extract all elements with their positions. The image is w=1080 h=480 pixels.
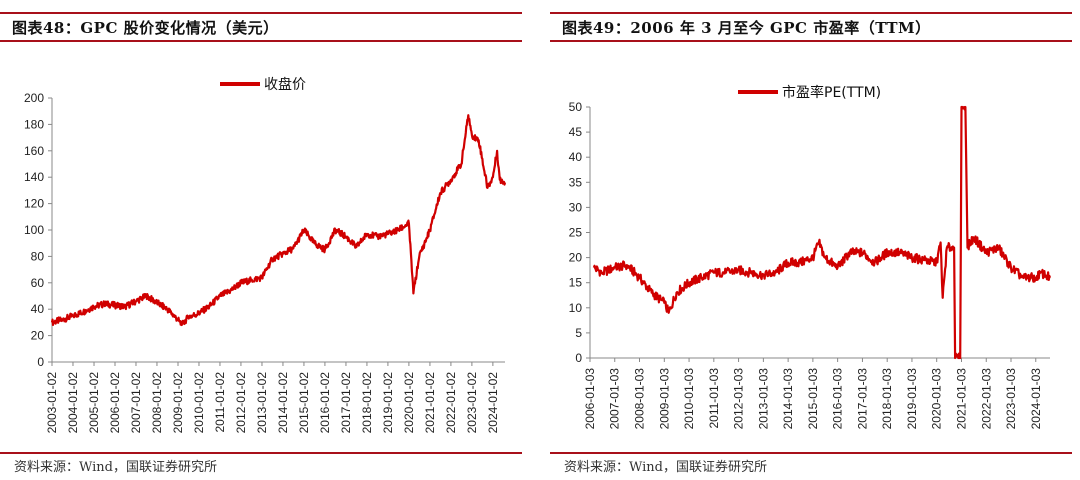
legend-label: 市盈率PE(TTM) [782, 84, 881, 101]
series-line [50, 114, 507, 327]
title-bar: 图表49：2006 年 3 月至今 GPC 市盈率（TTM） [550, 12, 1072, 42]
pe-ratio-chart: 0 5 10 15 20 25 30 35 40 45 50 2006-01-03 2007-01-03… [569, 84, 1052, 430]
x-tick-label: 2006-01-02 [108, 372, 122, 434]
stock-price-panel: 图表48：GPC 股价变化情况（美元） 0 20 40 60 80 100 120 140 16… [0, 0, 530, 480]
source-note: 资料来源：Wind，国联证券研究所 [14, 460, 217, 475]
x-tick-label: 2017-01-02 [339, 372, 353, 434]
x-tick-label: 2005-01-02 [87, 372, 101, 434]
x-tick-label: 2016-01-03 [831, 368, 845, 430]
x-tick-label: 2010-01-02 [192, 372, 206, 434]
chart-title: 图表49：2006 年 3 月至今 GPC 市盈率（TTM） [562, 19, 931, 37]
source-note: 资料来源：Wind，国联证券研究所 [564, 460, 767, 475]
x-tick-label: 2009-01-03 [657, 368, 671, 430]
x-tick-label: 2015-01-03 [806, 368, 820, 430]
x-tick-label: 2014-01-03 [781, 368, 795, 430]
x-tick-label: 2017-01-03 [855, 368, 869, 430]
y-tick-label: 20 [569, 251, 583, 265]
x-tick-label: 2020-01-03 [930, 368, 944, 430]
x-tick-label: 2022-01-02 [444, 372, 458, 434]
x-tick-label: 2018-01-03 [880, 368, 894, 430]
source-divider [0, 452, 522, 454]
y-tick-label: 60 [31, 276, 45, 290]
x-tick-label: 2011-01-02 [213, 372, 227, 433]
source-divider [550, 452, 1072, 454]
x-tick-label: 2013-01-02 [255, 372, 269, 434]
x-tick-label: 2004-01-02 [66, 372, 80, 434]
x-tick-label: 2012-01-02 [234, 372, 248, 434]
y-tick-label: 10 [569, 301, 583, 315]
x-tick-label: 2018-01-02 [360, 372, 374, 434]
y-tick-label: 40 [569, 150, 583, 164]
y-tick-label: 30 [569, 200, 583, 214]
x-tick-label: 2007-01-03 [608, 368, 622, 430]
legend-label: 收盘价 [264, 76, 306, 93]
x-tick-label: 2008-01-02 [150, 372, 164, 434]
x-tick-label: 2011-01-03 [707, 368, 721, 429]
x-tick-label: 2022-01-03 [979, 368, 993, 430]
y-tick-label: 5 [575, 326, 582, 340]
x-tick-label: 2019-01-02 [381, 372, 395, 434]
x-tick-label: 2023-01-02 [465, 372, 479, 434]
y-tick-label: 50 [569, 100, 583, 114]
x-tick-label: 2006-01-03 [583, 368, 597, 430]
series-line [592, 105, 1052, 360]
x-tick-label: 2014-01-02 [276, 372, 290, 434]
y-tick-label: 140 [24, 170, 44, 184]
y-tick-label: 25 [569, 226, 583, 240]
y-tick-label: 120 [24, 197, 44, 211]
y-tick-label: 20 [31, 329, 45, 343]
y-tick-label: 15 [569, 276, 583, 290]
x-tick-label: 2009-01-02 [171, 372, 185, 434]
y-tick-label: 45 [569, 125, 583, 139]
x-tick-label: 2010-01-03 [682, 368, 696, 430]
y-tick-label: 200 [24, 91, 44, 105]
y-tick-label: 100 [24, 223, 44, 237]
x-tick-label: 2019-01-03 [905, 368, 919, 430]
title-bar: 图表48：GPC 股价变化情况（美元） [0, 12, 522, 42]
x-tick-label: 2003-01-02 [45, 372, 59, 434]
x-tick-label: 2021-01-02 [423, 372, 437, 434]
x-tick-label: 2023-01-03 [1004, 368, 1018, 430]
x-tick-label: 2016-01-02 [318, 372, 332, 434]
x-tick-label: 2024-01-03 [1029, 368, 1043, 430]
x-tick-label: 2007-01-02 [129, 372, 143, 434]
x-tick-label: 2012-01-03 [732, 368, 746, 430]
y-tick-label: 180 [24, 117, 44, 131]
stock-price-chart: 0 20 40 60 80 100 120 140 160 180 200 2003-01-02 200… [24, 76, 507, 434]
y-tick-label: 0 [575, 351, 582, 365]
x-tick-label: 2021-01-03 [955, 368, 969, 430]
x-tick-label: 2013-01-03 [756, 368, 770, 430]
y-tick-label: 35 [569, 175, 583, 189]
pe-ratio-panel: 图表49：2006 年 3 月至今 GPC 市盈率（TTM） 0 5 10 15 20 2… [550, 0, 1080, 480]
y-tick-label: 0 [37, 355, 44, 369]
y-tick-label: 80 [31, 249, 45, 263]
chart-title: 图表48：GPC 股价变化情况（美元） [12, 19, 279, 37]
x-tick-label: 2024-01-02 [486, 372, 500, 434]
x-tick-label: 2008-01-03 [632, 368, 646, 430]
x-tick-label: 2020-01-02 [402, 372, 416, 434]
y-tick-label: 160 [24, 144, 44, 158]
x-tick-label: 2015-01-02 [297, 372, 311, 434]
y-tick-label: 40 [31, 302, 45, 316]
